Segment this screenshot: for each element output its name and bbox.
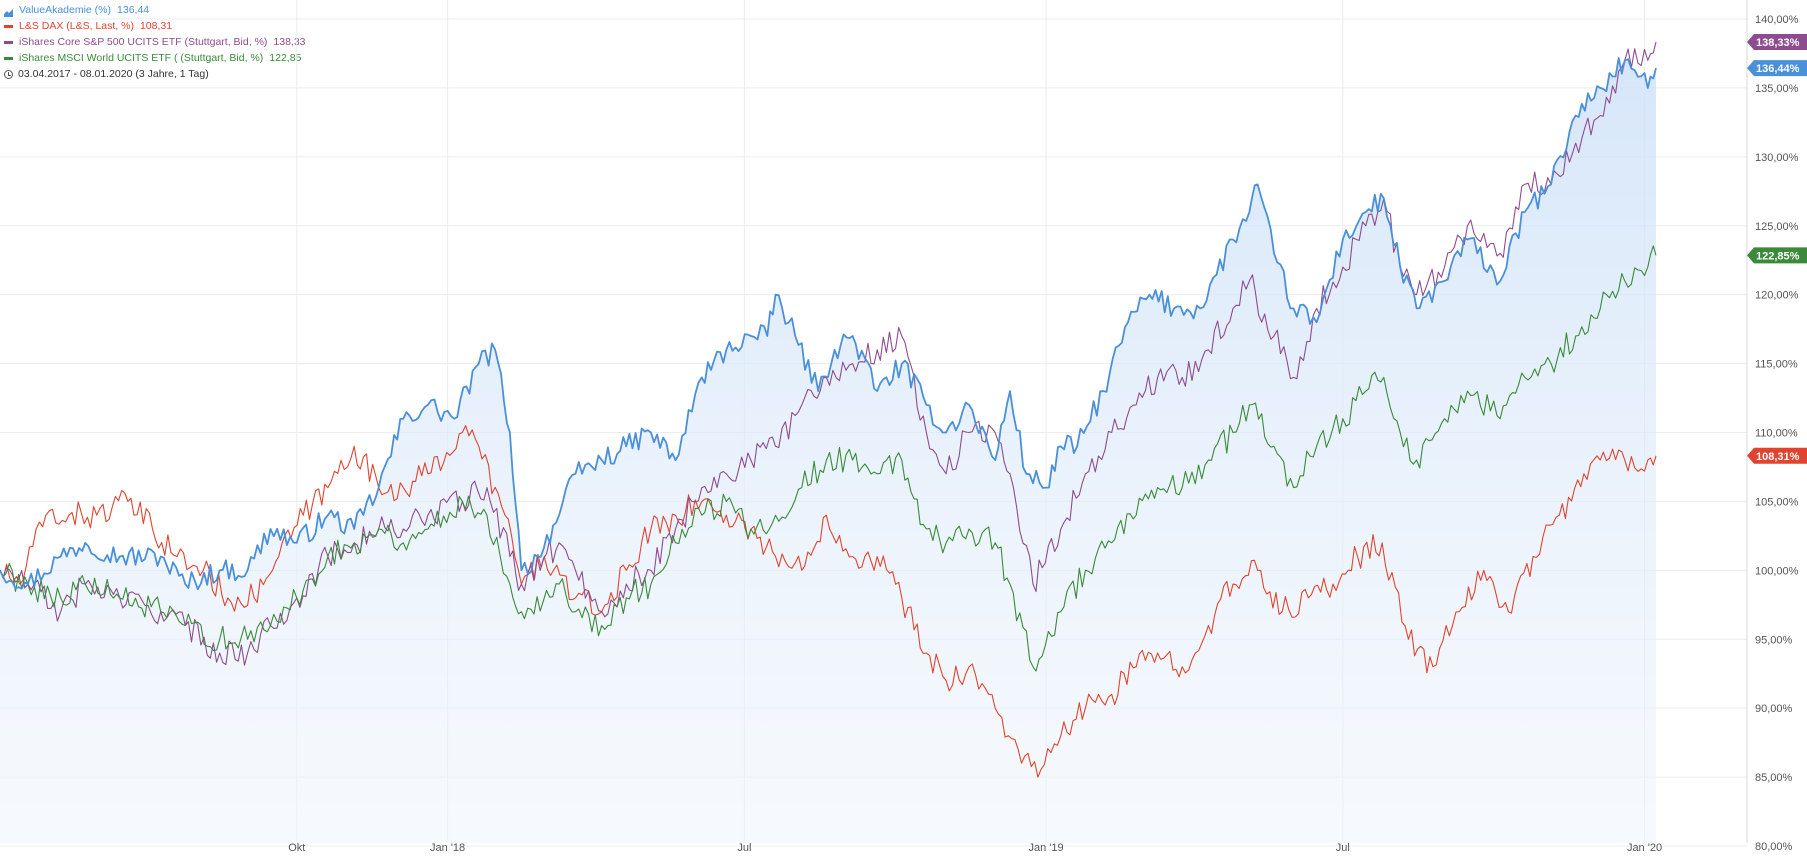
period-row[interactable]: 03.04.2017 - 08.01.2020 (3 Jahre, 1 Tag) bbox=[4, 66, 306, 82]
y-tick-label: 90,00% bbox=[1755, 703, 1793, 715]
area-chart-icon bbox=[4, 6, 13, 17]
end-value-badge: 136,44% bbox=[1747, 60, 1807, 77]
line-swatch-icon bbox=[4, 40, 13, 44]
x-tick-label: Jan '19 bbox=[1028, 842, 1063, 854]
legend-item-value: 122,85 bbox=[269, 52, 302, 64]
legend-item-value: 108,31 bbox=[139, 20, 173, 32]
line-swatch-icon bbox=[4, 56, 13, 60]
x-tick-label: Jan '18 bbox=[430, 842, 465, 854]
legend-item-dax[interactable]: L&S DAX (L&S, Last, %) 108,31 bbox=[4, 18, 306, 34]
y-tick-label: 100,00% bbox=[1755, 565, 1799, 577]
area-fill bbox=[0, 57, 1656, 843]
end-value-badges: 136,44% 108,31% 138,33% 122,85% bbox=[1747, 34, 1807, 464]
badge-shape bbox=[1747, 34, 1807, 51]
badge-shape bbox=[1747, 247, 1807, 264]
end-value-badge: 138,33% bbox=[1747, 34, 1807, 51]
badge-label: 136,44% bbox=[1756, 63, 1800, 75]
legend-item-name: ValueAkademie (%) bbox=[19, 4, 112, 16]
end-value-badge: 122,85% bbox=[1747, 247, 1807, 264]
axes: 140,00% 135,00% 130,00% 125,00% 120,00% 115,0… bbox=[288, 0, 1799, 854]
series-lines bbox=[0, 41, 1657, 778]
series-line[interactable] bbox=[0, 57, 1657, 591]
series-line[interactable] bbox=[0, 425, 1657, 778]
x-tick-label: Jul bbox=[1336, 842, 1350, 854]
y-tick-label: 110,00% bbox=[1755, 428, 1798, 440]
y-tick-label: 95,00% bbox=[1755, 634, 1793, 646]
y-tick-label: 125,00% bbox=[1755, 221, 1799, 233]
badge-label: 138,33% bbox=[1756, 37, 1800, 49]
clock-icon bbox=[4, 69, 13, 79]
y-tick-label: 120,00% bbox=[1755, 290, 1799, 302]
y-tick-label: 80,00% bbox=[1755, 841, 1793, 853]
badge-label: 108,31% bbox=[1756, 451, 1800, 463]
y-tick-label: 130,00% bbox=[1755, 152, 1799, 164]
y-tick-label: 115,00% bbox=[1755, 359, 1798, 371]
legend-item-value: 138,33 bbox=[273, 36, 306, 48]
y-tick-label: 105,00% bbox=[1755, 496, 1799, 508]
series-area-fill bbox=[0, 57, 1656, 843]
badge-shape bbox=[1747, 447, 1807, 464]
x-tick-label: Jan '20 bbox=[1627, 842, 1662, 854]
y-tick-label: 135,00% bbox=[1755, 83, 1799, 95]
y-tick-label: 85,00% bbox=[1755, 772, 1793, 784]
legend-item-name: iShares MSCI World UCITS ETF ( (Stuttgar… bbox=[19, 52, 264, 64]
legend-item-valueakademie[interactable]: ValueAkademie (%) 136,44 bbox=[4, 2, 306, 18]
legend-item-name: iShares Core S&P 500 UCITS ETF (Stuttgar… bbox=[19, 36, 268, 48]
badge-label: 122,85% bbox=[1756, 250, 1800, 262]
end-value-badge: 108,31% bbox=[1747, 447, 1807, 464]
chart-legend: ValueAkademie (%) 136,44 L&S DAX (L&S, L… bbox=[4, 2, 306, 82]
legend-item-value: 136,44 bbox=[117, 4, 150, 16]
y-tick-label: 140,00% bbox=[1755, 14, 1799, 26]
legend-item-name: L&S DAX (L&S, Last, %) bbox=[19, 20, 134, 32]
series-line[interactable] bbox=[0, 41, 1657, 666]
series-line[interactable] bbox=[0, 245, 1657, 672]
x-tick-label: Jul bbox=[737, 842, 751, 854]
legend-item-sp500[interactable]: iShares Core S&P 500 UCITS ETF (Stuttgar… bbox=[4, 34, 306, 50]
x-tick-label: Okt bbox=[288, 842, 305, 854]
badge-shape bbox=[1747, 60, 1807, 77]
legend-item-msci-world[interactable]: iShares MSCI World UCITS ETF ( (Stuttgar… bbox=[4, 50, 306, 66]
period-label: 03.04.2017 - 08.01.2020 (3 Jahre, 1 Tag) bbox=[18, 68, 209, 80]
line-swatch-icon bbox=[4, 24, 13, 28]
